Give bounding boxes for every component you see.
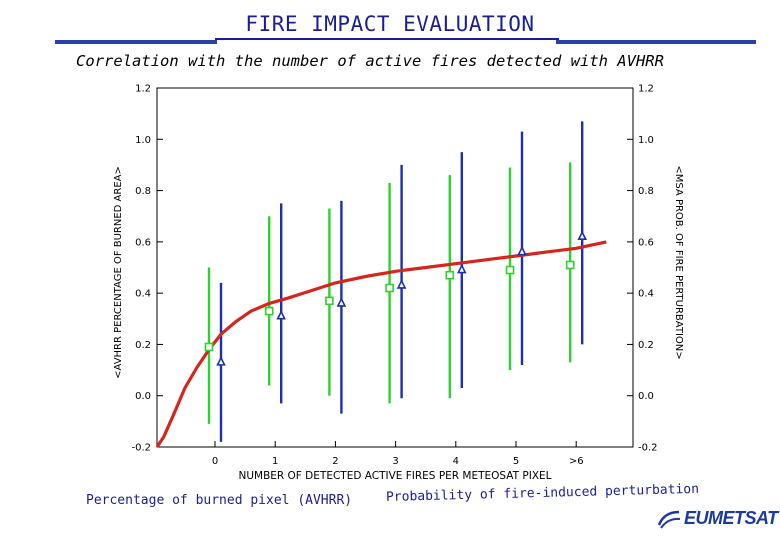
plot-frame <box>156 87 634 448</box>
x-axis-label: NUMBER OF DETECTED ACTIVE FIRES PER METE… <box>238 470 551 482</box>
y-tick-label-right: -0.2 <box>638 443 658 454</box>
eumetsat-swoosh-icon <box>657 510 681 529</box>
page-subtitle: Correlation with the number of active fi… <box>76 52 664 70</box>
data-point-burned <box>204 342 214 352</box>
x-tick-label: 5 <box>513 456 519 467</box>
x-tick-label: 2 <box>332 456 338 467</box>
data-point-burned <box>385 283 394 293</box>
y-tick-label-right: 0.2 <box>638 340 654 351</box>
data-point-probability <box>396 279 407 289</box>
x-tick-label: >6 <box>569 456 584 467</box>
data-point-burned <box>264 306 274 316</box>
y-tick-label-right: 0.8 <box>638 186 654 197</box>
logo-text: EUMETSAT <box>684 508 778 528</box>
y-tick-label-left: 0.4 <box>135 289 151 300</box>
x-tick-label: 4 <box>453 456 459 467</box>
y-tick-label-right: 1.0 <box>638 135 654 146</box>
y-axis-label-left: <AVHRR PERCENTAGE OF BURNED AREA> <box>113 166 124 379</box>
y-tick-label-left: -0.2 <box>131 443 151 454</box>
x-tick-label: 1 <box>272 456 278 467</box>
y-tick-label-left: 0.2 <box>135 340 151 351</box>
y-tick-label-right: 0.0 <box>638 391 654 402</box>
header-band-right <box>556 40 756 44</box>
x-tick-label: 0 <box>212 456 218 467</box>
data-point-burned <box>505 265 515 275</box>
page-title: FIRE IMPACT EVALUATION <box>245 12 535 36</box>
data-point-probability <box>457 263 467 274</box>
data-point-probability <box>276 309 286 320</box>
data-point-burned <box>565 260 575 270</box>
y-tick-label-left: 0.6 <box>135 237 151 248</box>
data-point-burned <box>325 296 334 306</box>
y-tick-label-left: 0.8 <box>135 186 151 197</box>
legend-burned-label: Percentage of burned pixel (AVHRR) <box>86 493 353 508</box>
data-point-probability <box>517 245 527 256</box>
y-tick-label-left: 1.2 <box>135 84 151 95</box>
y-tick-label-right: 0.6 <box>638 237 654 248</box>
chart-axes: -0.2 -0.2 0.0 0.0 0.2 0.2 0.4 0.4 0.6 0.6 0.8 0.8 1.… <box>113 84 684 483</box>
title-underline <box>215 38 559 40</box>
y-tick-label-right: 0.4 <box>638 289 654 300</box>
data-point-probability <box>336 297 347 307</box>
data-point-probability <box>577 230 587 241</box>
x-tick-label: 3 <box>392 456 398 467</box>
y-tick-label-left: 0.0 <box>135 391 151 402</box>
chart-marks <box>155 121 607 448</box>
header-band-left <box>55 40 217 44</box>
y-tick-label-left: 1.0 <box>135 135 151 146</box>
data-point-probability <box>216 356 226 366</box>
data-point-burned <box>445 270 455 280</box>
fit-curve-line <box>155 240 607 448</box>
y-axis-label-right: <MSA PROB. OF FIRE PERTURBATION> <box>673 165 684 359</box>
y-tick-label-right: 1.2 <box>638 84 654 95</box>
